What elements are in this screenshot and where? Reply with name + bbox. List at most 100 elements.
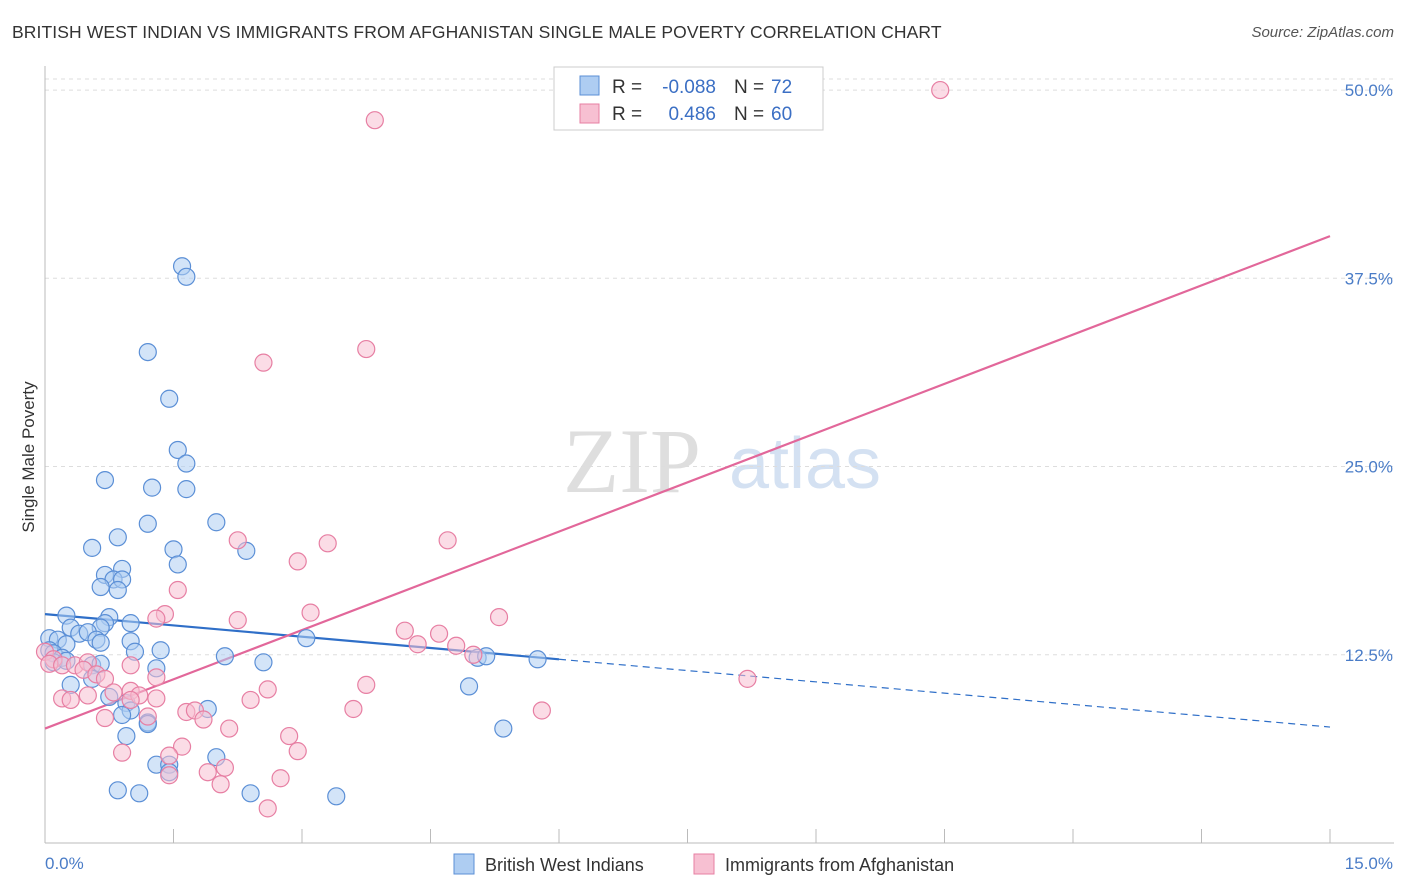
point-pink-4 xyxy=(228,531,247,550)
y-tick-label-3: 50.0% xyxy=(1345,81,1393,100)
point-blue-15 xyxy=(168,555,187,574)
y-tick-label-1: 25.0% xyxy=(1345,458,1393,477)
point-pink-34 xyxy=(104,683,123,702)
point-pink-39 xyxy=(147,689,166,708)
point-pink-48 xyxy=(138,707,157,726)
legend-r-value-pink: 0.486 xyxy=(668,104,716,125)
point-blue-12 xyxy=(83,538,102,557)
y-tick-label-2: 37.5% xyxy=(1345,269,1393,288)
legend-r-label-pink: R = xyxy=(612,104,642,125)
y-axis-label: Single Male Poverty xyxy=(19,381,38,533)
x-tick-label-1: 15.0% xyxy=(1345,854,1393,873)
point-pink-6 xyxy=(438,531,457,550)
point-pink-23 xyxy=(464,645,483,664)
point-pink-60 xyxy=(258,799,277,818)
point-blue-1 xyxy=(177,267,196,286)
point-pink-30 xyxy=(95,669,115,688)
chart-title: BRITISH WEST INDIAN VS IMMIGRANTS FROM A… xyxy=(12,22,942,42)
point-pink-15 xyxy=(429,624,449,643)
stats-legend: R = -0.088 N = 72 R = 0.486 N = 60 xyxy=(553,66,824,131)
point-pink-22 xyxy=(121,656,140,675)
point-pink-28 xyxy=(147,668,166,687)
tick-labels: 12.5% 25.0% 37.5% 50.0% 0.0% 15.0% xyxy=(45,81,1393,873)
point-pink-12 xyxy=(147,609,166,628)
data-points xyxy=(35,80,950,818)
point-blue-42 xyxy=(215,647,234,666)
legend-swatch-pink xyxy=(579,103,600,124)
point-pink-59 xyxy=(211,775,230,794)
point-pink-13 xyxy=(228,611,247,630)
point-pink-7 xyxy=(288,552,307,571)
point-blue-69 xyxy=(130,784,149,803)
point-pink-41 xyxy=(241,690,260,710)
point-blue-8 xyxy=(177,480,196,499)
point-pink-31 xyxy=(357,675,376,694)
point-blue-71 xyxy=(327,787,346,806)
legend-r-value-blue: -0.088 xyxy=(662,77,716,98)
point-blue-46 xyxy=(528,650,547,669)
x-tick-label-0: 0.0% xyxy=(45,854,84,873)
point-blue-20 xyxy=(91,577,110,597)
point-blue-63 xyxy=(117,726,136,746)
point-pink-14 xyxy=(395,621,414,640)
point-pink-49 xyxy=(220,719,239,738)
point-blue-2 xyxy=(138,342,157,362)
source-credit: Source: ZipAtlas.com xyxy=(1251,24,1394,41)
point-blue-68 xyxy=(108,781,127,800)
point-pink-35 xyxy=(78,686,97,705)
point-pink-53 xyxy=(288,742,307,761)
point-blue-11 xyxy=(108,528,127,547)
point-blue-43 xyxy=(254,653,273,672)
point-pink-1 xyxy=(365,111,384,130)
point-pink-40 xyxy=(121,690,140,710)
point-pink-11 xyxy=(489,608,509,627)
point-pink-58 xyxy=(271,769,290,788)
point-pink-32 xyxy=(258,680,277,699)
point-pink-37 xyxy=(61,690,80,710)
watermark-atlas: atlas xyxy=(729,424,881,504)
point-pink-54 xyxy=(112,743,132,762)
trend-line-blue-extension xyxy=(558,658,1331,728)
legend-swatch-blue xyxy=(579,75,600,96)
legend-n-label-pink: N = xyxy=(734,104,764,125)
legend-n-label-blue: N = xyxy=(734,77,764,98)
point-pink-8 xyxy=(168,580,187,600)
point-pink-2 xyxy=(357,339,376,359)
point-blue-41 xyxy=(151,641,170,660)
point-blue-6 xyxy=(95,470,115,490)
point-blue-9 xyxy=(138,514,157,533)
point-pink-55 xyxy=(215,758,234,777)
point-blue-62 xyxy=(494,719,513,738)
point-blue-25 xyxy=(121,614,140,633)
legend-n-value-blue: 72 xyxy=(771,77,792,98)
point-blue-5 xyxy=(177,454,196,473)
point-pink-0 xyxy=(931,80,950,100)
trend-line-pink xyxy=(44,235,1331,730)
point-pink-42 xyxy=(344,699,363,719)
bottom-legend-swatch-blue xyxy=(453,853,475,875)
bottom-legend-label-pink: Immigrants from Afghanistan xyxy=(725,855,954,875)
point-pink-3 xyxy=(254,353,273,372)
legend-r-label-blue: R = xyxy=(612,77,642,98)
legend-n-value-pink: 60 xyxy=(771,104,792,125)
point-blue-59 xyxy=(112,705,132,725)
point-pink-57 xyxy=(160,766,179,785)
grid-lines xyxy=(45,78,1394,656)
point-pink-10 xyxy=(301,603,320,622)
point-blue-3 xyxy=(160,389,179,408)
point-blue-10 xyxy=(207,513,226,532)
point-blue-54 xyxy=(459,677,479,696)
point-blue-21 xyxy=(108,580,127,600)
point-blue-4 xyxy=(168,440,187,460)
point-blue-34 xyxy=(91,633,110,652)
point-pink-29 xyxy=(738,669,757,688)
axes xyxy=(44,66,1394,844)
point-pink-52 xyxy=(160,746,179,765)
watermark-zip: ZIP xyxy=(563,410,701,512)
series-legend: British West Indians Immigrants from Afg… xyxy=(453,853,954,875)
point-blue-7 xyxy=(142,478,162,497)
point-blue-70 xyxy=(241,784,260,803)
y-tick-label-0: 12.5% xyxy=(1345,646,1393,665)
point-pink-24 xyxy=(408,635,427,654)
point-pink-51 xyxy=(172,737,192,756)
